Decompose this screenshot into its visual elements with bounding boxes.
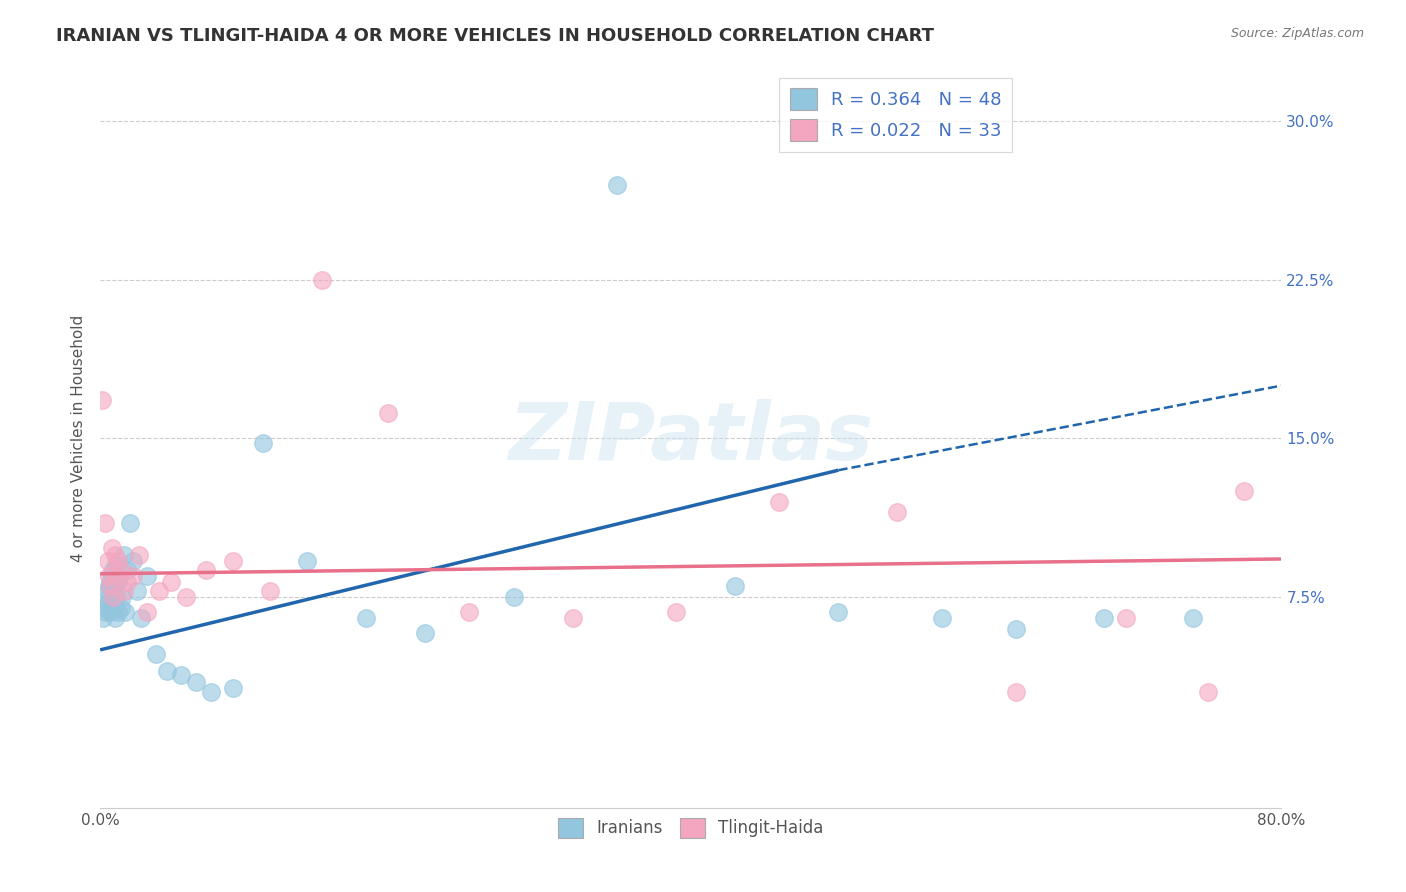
Point — [724, 579, 747, 593]
Point — [606, 178, 628, 192]
Point — [259, 583, 281, 598]
Point — [96, 596, 118, 610]
Text: IRANIAN VS TLINGIT-HAIDA 4 OR MORE VEHICLES IN HOUSEHOLD CORRELATION CHART: IRANIAN VS TLINGIT-HAIDA 4 OR MORE VEHIC… — [56, 27, 934, 45]
Y-axis label: 4 or more Vehicles in Household: 4 or more Vehicles in Household — [72, 315, 86, 562]
Point — [110, 563, 132, 577]
Point — [115, 575, 138, 590]
Point — [101, 583, 124, 598]
Point — [295, 554, 318, 568]
Point — [103, 600, 125, 615]
Point — [121, 554, 143, 568]
Point — [100, 575, 122, 590]
Point — [1092, 611, 1115, 625]
Point — [100, 579, 122, 593]
Point — [96, 554, 118, 568]
Point — [155, 664, 177, 678]
Point — [561, 611, 583, 625]
Point — [768, 495, 790, 509]
Text: Source: ZipAtlas.com: Source: ZipAtlas.com — [1230, 27, 1364, 40]
Point — [136, 569, 159, 583]
Point — [107, 554, 129, 568]
Point — [1233, 484, 1256, 499]
Point — [125, 583, 148, 598]
Point — [98, 590, 121, 604]
Point — [1181, 611, 1204, 625]
Point — [104, 548, 127, 562]
Point — [131, 611, 153, 625]
Point — [108, 569, 131, 583]
Point — [98, 579, 121, 593]
Point — [827, 605, 849, 619]
Point — [107, 605, 129, 619]
Point — [174, 590, 197, 604]
Point — [90, 393, 112, 408]
Point — [1004, 622, 1026, 636]
Point — [104, 611, 127, 625]
Point — [1197, 685, 1219, 699]
Point — [458, 605, 481, 619]
Text: ZIPatlas: ZIPatlas — [508, 400, 873, 477]
Point — [931, 611, 953, 625]
Point — [222, 681, 245, 695]
Point — [101, 541, 124, 556]
Point — [101, 569, 124, 583]
Point — [886, 506, 908, 520]
Point — [103, 563, 125, 577]
Point — [112, 583, 135, 598]
Point — [105, 569, 128, 583]
Point — [145, 647, 167, 661]
Point — [105, 558, 128, 573]
Point — [665, 605, 688, 619]
Point — [1004, 685, 1026, 699]
Point — [93, 605, 115, 619]
Point — [121, 569, 143, 583]
Point — [1115, 611, 1137, 625]
Point — [93, 516, 115, 530]
Point — [222, 554, 245, 568]
Point — [184, 674, 207, 689]
Point — [354, 611, 377, 625]
Point — [200, 685, 222, 699]
Point — [100, 605, 122, 619]
Point — [413, 626, 436, 640]
Point — [111, 590, 134, 604]
Point — [96, 583, 118, 598]
Point — [94, 600, 117, 615]
Point — [118, 516, 141, 530]
Point — [110, 600, 132, 615]
Point — [114, 605, 136, 619]
Point — [170, 668, 193, 682]
Point — [148, 583, 170, 598]
Point — [112, 548, 135, 562]
Point — [311, 273, 333, 287]
Point — [107, 575, 129, 590]
Point — [502, 590, 524, 604]
Point — [103, 590, 125, 604]
Point — [128, 548, 150, 562]
Point — [105, 590, 128, 604]
Point — [377, 406, 399, 420]
Point — [115, 563, 138, 577]
Point — [252, 435, 274, 450]
Point — [104, 579, 127, 593]
Point — [136, 605, 159, 619]
Point — [91, 611, 114, 625]
Legend: Iranians, Tlingit-Haida: Iranians, Tlingit-Haida — [551, 811, 830, 845]
Point — [98, 569, 121, 583]
Point — [195, 563, 218, 577]
Point — [160, 575, 183, 590]
